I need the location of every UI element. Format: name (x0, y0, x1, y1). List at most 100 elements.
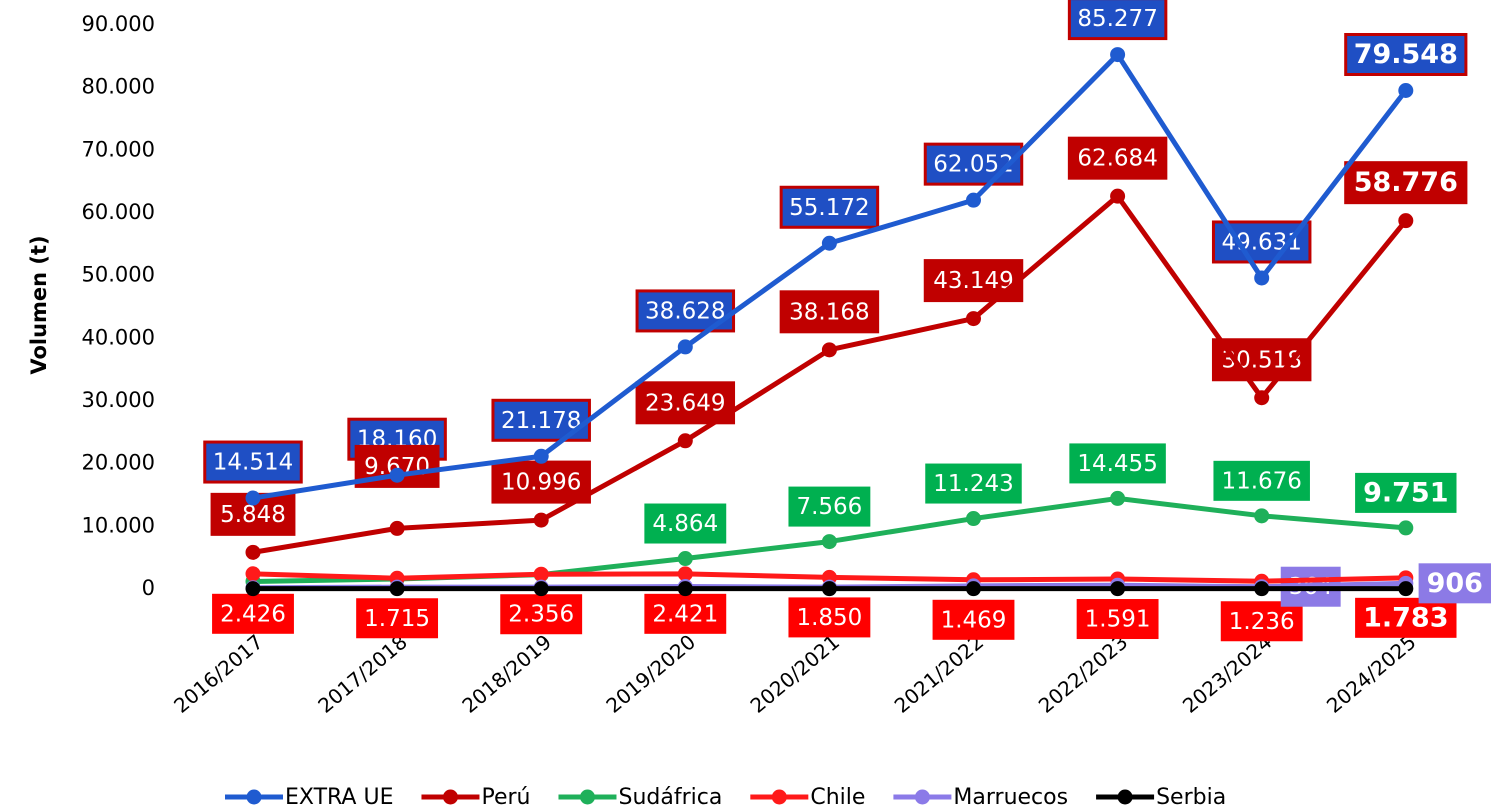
data-point (1254, 270, 1270, 286)
data-point (1254, 390, 1270, 406)
data-point (1398, 82, 1414, 98)
data-label: 79.548 (1344, 32, 1468, 76)
data-point (677, 581, 693, 597)
data-label: 62.684 (1067, 136, 1168, 180)
legend-marker (442, 789, 458, 805)
data-label-box (932, 599, 1015, 640)
data-label-text: 9.751 (1363, 477, 1448, 508)
data-point (1110, 581, 1126, 597)
data-point (1110, 490, 1126, 506)
data-point (821, 235, 837, 251)
data-point (966, 192, 981, 208)
data-point (1398, 213, 1414, 229)
data-label-text: 62.684 (1077, 146, 1157, 172)
data-label: 906 (1418, 563, 1491, 604)
data-point (389, 520, 405, 536)
legend-marker (579, 789, 595, 805)
legend-label: Serbia (1156, 785, 1226, 810)
data-label: 21.178 (491, 398, 591, 442)
data-label-text: 1.850 (796, 605, 862, 631)
legend-marker (1117, 789, 1133, 805)
y-tick-label: 60.000 (82, 200, 155, 224)
data-label-text: 85.277 (1077, 6, 1157, 32)
data-label: 11.676 (1213, 460, 1310, 501)
data-label: 38.628 (635, 289, 736, 333)
data-labels: 14.51418.16021.17838.62855.17262.05285.2… (203, 0, 1491, 642)
data-label: 2.426 (212, 593, 294, 634)
data-point (533, 512, 549, 528)
data-label-box (779, 290, 880, 334)
data-label-text: 79.548 (1354, 39, 1458, 70)
data-label-box (212, 593, 294, 634)
x-tick-label: 2021/2022 (890, 630, 989, 718)
data-point (389, 581, 405, 597)
data-label: 23.649 (635, 381, 736, 425)
data-label-text: 1.591 (1085, 607, 1151, 633)
data-label-box (1355, 597, 1457, 638)
legend-label: Perú (481, 785, 530, 810)
legend-item: EXTRA UE (225, 785, 393, 810)
y-tick-label: 90.000 (82, 12, 155, 36)
legend-label: Marruecos (953, 785, 1068, 810)
data-label-box (1213, 460, 1310, 501)
data-label: 2.356 (500, 594, 583, 635)
y-tick-label: 70.000 (82, 137, 155, 161)
y-tick-label: 20.000 (82, 451, 155, 475)
data-label-text: 1.469 (941, 607, 1007, 633)
data-label-text: 11.243 (933, 471, 1013, 497)
legend-item: Marruecos (893, 785, 1068, 810)
data-point (533, 448, 549, 464)
data-label: 1.783 (1355, 597, 1457, 638)
data-point (677, 566, 693, 582)
data-point (245, 544, 261, 560)
data-label-box (356, 598, 439, 639)
data-label-box (788, 597, 871, 638)
x-tick-label: 2019/2020 (601, 630, 700, 718)
x-tick-label: 2020/2021 (746, 630, 845, 718)
data-label: 38.168 (779, 290, 880, 334)
data-label: 4.864 (644, 503, 727, 544)
data-label: 2.421 (644, 593, 727, 634)
data-point (533, 566, 549, 582)
x-tick-label: 2016/2017 (169, 630, 268, 718)
x-tick-label: 2017/2018 (313, 630, 412, 718)
data-label: 10.996 (491, 460, 591, 504)
data-label: 58.776 (1344, 161, 1468, 205)
legend-label: Chile (810, 785, 865, 810)
data-point (677, 551, 693, 567)
legend-marker (771, 789, 787, 805)
data-point (677, 433, 693, 449)
data-point (966, 511, 981, 527)
data-point (821, 342, 837, 358)
legend-marker (914, 789, 930, 805)
x-tick-label: 2022/2023 (1034, 630, 1133, 718)
data-label-box (1069, 443, 1166, 484)
y-axis-title: Volumen (t) (27, 235, 51, 374)
data-label-text: 906 (1427, 568, 1483, 599)
data-label-text: 7.566 (796, 494, 862, 520)
data-point (1110, 188, 1126, 204)
data-label-text: 5.848 (220, 502, 286, 528)
y-tick-label: 30.000 (82, 388, 155, 412)
data-label: 43.149 (923, 259, 1024, 303)
data-label: 1.715 (356, 598, 439, 639)
data-label-box (1076, 599, 1159, 640)
data-label: 14.455 (1069, 443, 1166, 484)
data-label-text: 38.168 (789, 299, 869, 325)
data-label-text: 4.864 (652, 511, 718, 537)
legend-label: EXTRA UE (285, 785, 393, 810)
y-tick-label: 10.000 (82, 513, 155, 537)
legend-item: Chile (750, 785, 865, 810)
data-label-text: 23.649 (645, 390, 725, 416)
data-point (966, 311, 981, 327)
data-label-text: 2.421 (652, 601, 718, 627)
data-label-text: 2.426 (220, 601, 286, 627)
data-label-box (1220, 601, 1303, 642)
data-label-box (1344, 161, 1468, 205)
data-point (1398, 581, 1414, 597)
x-tick-label: 2024/2025 (1322, 630, 1421, 718)
data-label: 1.469 (932, 599, 1015, 640)
legend-marker (246, 789, 262, 805)
data-label-box (1211, 338, 1312, 382)
data-label-box (1067, 0, 1168, 41)
